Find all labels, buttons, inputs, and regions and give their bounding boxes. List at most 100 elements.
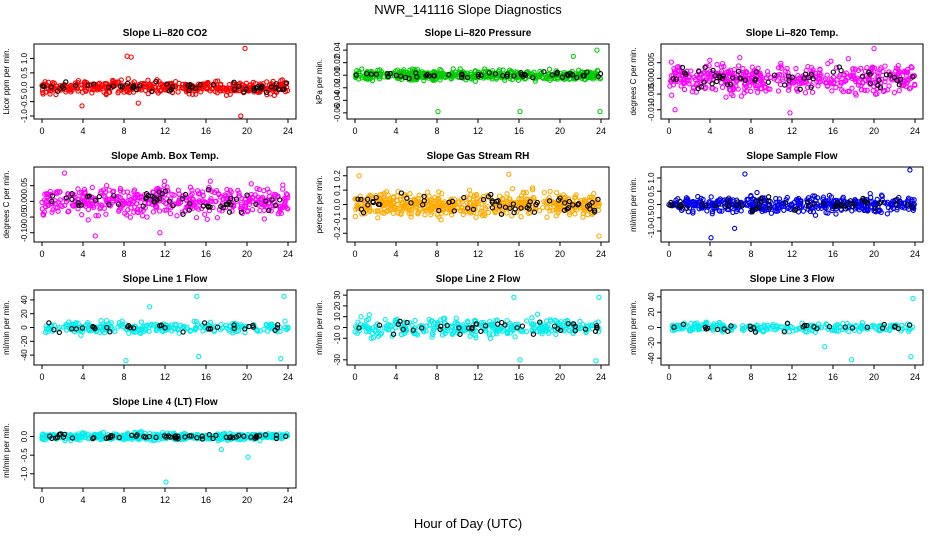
- y-tick-label: -1.0: [647, 224, 656, 238]
- panel-title: Slope Li–820 Temp.: [746, 28, 839, 39]
- data-point: [236, 193, 243, 199]
- data-point: [93, 213, 99, 219]
- y-tick-label: -40: [20, 349, 29, 361]
- reference-point: [737, 75, 744, 82]
- reference-point: [156, 195, 163, 202]
- data-point: [529, 185, 536, 191]
- reference-point: [238, 209, 244, 215]
- data-point: [199, 198, 206, 204]
- x-tick-label: 0: [666, 126, 671, 136]
- x-tick-label: 4: [393, 126, 398, 136]
- reference-point: [60, 85, 67, 91]
- y-tick-label: 1.0: [20, 52, 29, 64]
- data-point: [282, 199, 288, 205]
- data-point: [779, 76, 786, 82]
- data-point: [174, 213, 180, 219]
- data-point: [776, 71, 783, 78]
- reference-point: [530, 74, 536, 81]
- data-point: [850, 70, 856, 76]
- data-point: [906, 86, 913, 92]
- data-point: [778, 63, 784, 69]
- series-points: [669, 295, 916, 363]
- x-tick-label: 12: [160, 126, 170, 136]
- x-tick-label: 16: [514, 372, 524, 382]
- x-tick-label: 20: [242, 126, 252, 136]
- y-tick-label: -40: [647, 352, 656, 364]
- reference-point: [584, 69, 590, 75]
- data-point: [500, 197, 506, 203]
- data-point: [146, 304, 153, 310]
- x-tick-label: 4: [393, 249, 398, 259]
- reference-point: [72, 83, 79, 89]
- data-point: [249, 206, 256, 213]
- reference-point: [810, 76, 816, 82]
- data-point: [196, 353, 202, 360]
- data-point: [124, 89, 131, 95]
- data-point: [472, 69, 478, 75]
- data-point: [721, 63, 727, 70]
- data-point: [468, 70, 474, 76]
- data-point: [570, 53, 576, 60]
- panel-title: Slope Li–820 CO2: [123, 28, 208, 39]
- data-point: [833, 211, 839, 217]
- data-point: [862, 87, 868, 93]
- data-point: [438, 71, 444, 78]
- data-point: [708, 235, 714, 241]
- reference-point: [210, 81, 216, 88]
- data-point: [905, 66, 911, 73]
- reference-point: [520, 73, 526, 79]
- data-point: [161, 182, 167, 189]
- data-point: [425, 189, 431, 195]
- reference-point: [500, 73, 506, 79]
- x-tick-label: 0: [39, 126, 44, 136]
- x-tick-label: 12: [473, 126, 483, 136]
- data-point: [908, 353, 914, 360]
- data-point: [858, 65, 864, 72]
- data-point: [740, 65, 746, 72]
- data-point: [261, 216, 267, 222]
- y-tick-label: -20: [20, 335, 29, 347]
- data-point: [518, 213, 524, 220]
- reference-point: [218, 203, 224, 210]
- data-point: [824, 72, 830, 78]
- x-tick-label: 8: [434, 372, 439, 382]
- reference-point: [753, 76, 759, 82]
- reference-point: [259, 83, 265, 90]
- data-point: [103, 84, 109, 91]
- data-point: [428, 211, 434, 218]
- reference-point: [251, 87, 258, 94]
- data-point: [718, 80, 724, 86]
- data-point: [504, 210, 510, 216]
- data-point: [246, 198, 253, 204]
- reference-point: [897, 76, 904, 82]
- data-point: [375, 208, 381, 214]
- reference-point: [554, 69, 560, 75]
- data-point: [512, 334, 518, 340]
- data-point: [156, 186, 162, 193]
- data-point: [245, 454, 251, 460]
- data-point: [150, 209, 157, 215]
- data-point: [260, 81, 266, 87]
- reference-point: [595, 73, 601, 80]
- y-tick-label: 40: [20, 295, 29, 304]
- data-point: [65, 209, 71, 215]
- data-point: [896, 87, 902, 94]
- data-point: [707, 57, 713, 63]
- reference-point: [269, 197, 275, 203]
- reference-point: [153, 78, 159, 85]
- data-point: [230, 202, 236, 208]
- data-point: [216, 191, 222, 198]
- data-point: [547, 188, 553, 195]
- data-point: [553, 331, 559, 338]
- data-point: [855, 82, 862, 88]
- data-point: [668, 59, 674, 65]
- data-point: [432, 194, 438, 201]
- data-point: [162, 191, 168, 197]
- data-point: [82, 189, 88, 195]
- plot-frame: [660, 43, 924, 120]
- data-point: [506, 171, 512, 177]
- data-point: [880, 88, 887, 95]
- data-point: [509, 186, 516, 192]
- data-point: [742, 171, 748, 177]
